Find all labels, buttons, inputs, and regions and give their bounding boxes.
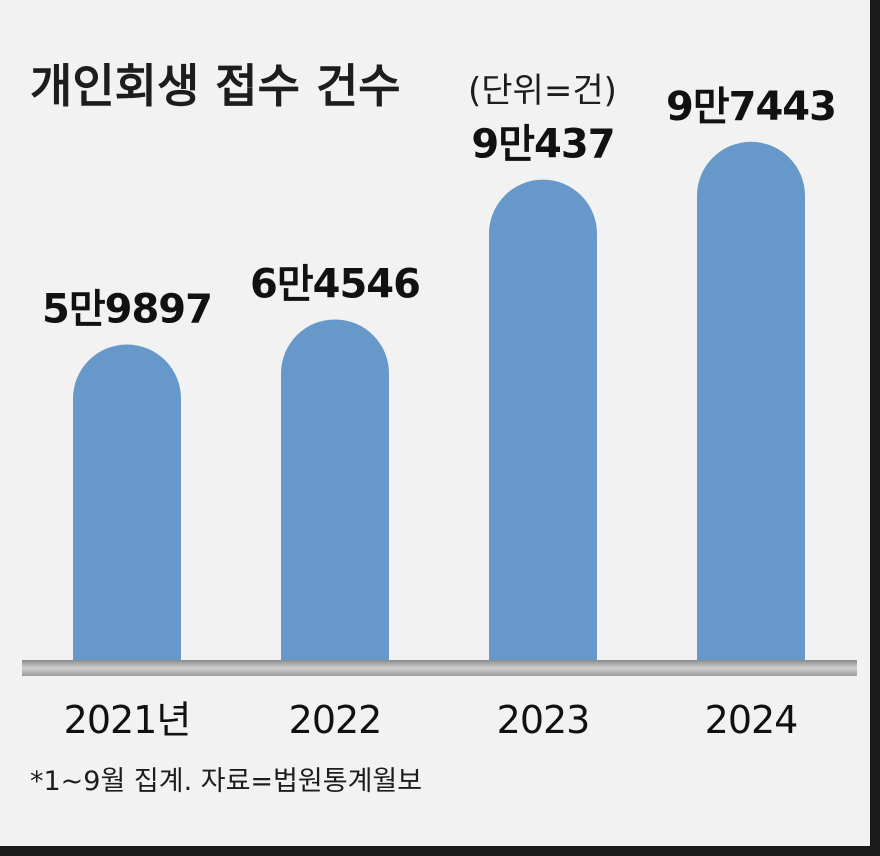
x-axis-ticks: 2021년 2022 2023 2024 [64,698,799,742]
x-tick-label: 2023 [497,698,590,742]
value-label: 5만9897 [42,287,212,333]
baseline [22,660,857,676]
bar-2023 [489,179,597,668]
bar-2022 [281,319,389,668]
bar-group: 5만9897 6만4546 9만437 9만7443 [42,84,837,668]
chart-title: 개인회생 접수 건수 [30,59,401,113]
unit-label: (단위=건) [468,71,617,111]
value-label: 9만437 [471,122,614,168]
x-tick-label: 2022 [289,698,382,742]
x-tick-label: 2021년 [64,698,191,742]
bar-2021년 [73,344,181,668]
value-label: 9만7443 [666,84,836,130]
footnote: *1~9월 집계. 자료=법원통계월보 [30,766,422,797]
x-tick-label: 2024 [705,698,798,742]
bar-2024 [697,141,805,668]
value-label: 6만4546 [250,261,420,307]
